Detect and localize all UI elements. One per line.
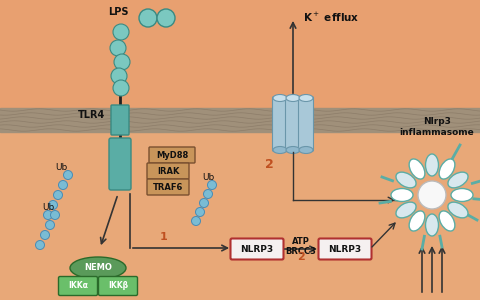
FancyBboxPatch shape: [273, 97, 288, 152]
Text: ATP: ATP: [292, 238, 310, 247]
Ellipse shape: [439, 159, 455, 179]
Text: NEMO: NEMO: [84, 263, 112, 272]
Ellipse shape: [273, 146, 287, 154]
Bar: [0, 108, 480, 132]
Ellipse shape: [273, 94, 287, 101]
FancyBboxPatch shape: [109, 138, 131, 190]
Circle shape: [44, 211, 52, 220]
Circle shape: [207, 181, 216, 190]
Text: TRAF6: TRAF6: [153, 182, 183, 191]
Circle shape: [59, 181, 68, 190]
Circle shape: [418, 181, 446, 209]
Text: NLRP3: NLRP3: [240, 244, 274, 253]
Text: LPS: LPS: [108, 7, 129, 17]
Circle shape: [63, 170, 72, 179]
Circle shape: [50, 211, 60, 220]
Ellipse shape: [409, 159, 425, 179]
Ellipse shape: [439, 211, 455, 231]
Ellipse shape: [448, 202, 468, 218]
Text: BRCC3: BRCC3: [286, 247, 316, 256]
Circle shape: [204, 190, 213, 199]
Text: 1: 1: [160, 232, 168, 242]
FancyBboxPatch shape: [147, 163, 189, 179]
FancyBboxPatch shape: [230, 238, 284, 260]
Circle shape: [139, 9, 157, 27]
Text: 2: 2: [265, 158, 274, 171]
Bar: [0, 0, 480, 108]
FancyBboxPatch shape: [98, 277, 137, 296]
Circle shape: [200, 199, 208, 208]
Circle shape: [157, 9, 175, 27]
Bar: [0, 132, 480, 300]
FancyBboxPatch shape: [286, 97, 300, 152]
FancyBboxPatch shape: [147, 179, 189, 195]
Text: Nlrp3
inflammasome: Nlrp3 inflammasome: [400, 117, 474, 137]
Circle shape: [40, 230, 49, 239]
Text: 2: 2: [297, 252, 305, 262]
Text: MyD88: MyD88: [156, 151, 188, 160]
Circle shape: [111, 68, 127, 84]
Ellipse shape: [391, 188, 413, 202]
Ellipse shape: [425, 154, 439, 176]
Circle shape: [113, 24, 129, 40]
Ellipse shape: [448, 172, 468, 188]
Circle shape: [113, 80, 129, 96]
Circle shape: [53, 190, 62, 200]
FancyBboxPatch shape: [319, 238, 372, 260]
Circle shape: [110, 40, 126, 56]
Ellipse shape: [286, 146, 300, 154]
Ellipse shape: [451, 188, 473, 202]
Circle shape: [36, 241, 45, 250]
Text: IRAK: IRAK: [157, 167, 179, 176]
Circle shape: [46, 220, 55, 230]
Ellipse shape: [299, 146, 313, 154]
Ellipse shape: [70, 257, 126, 279]
Ellipse shape: [299, 94, 313, 101]
FancyBboxPatch shape: [299, 97, 313, 152]
Ellipse shape: [396, 172, 416, 188]
Circle shape: [192, 217, 201, 226]
Text: Ub: Ub: [42, 203, 54, 212]
Ellipse shape: [425, 214, 439, 236]
Ellipse shape: [409, 211, 425, 231]
FancyBboxPatch shape: [149, 147, 195, 163]
FancyBboxPatch shape: [111, 105, 129, 135]
Text: K$^+$ efflux: K$^+$ efflux: [303, 11, 360, 24]
Circle shape: [195, 208, 204, 217]
Ellipse shape: [286, 94, 300, 101]
Ellipse shape: [396, 202, 416, 218]
Circle shape: [114, 54, 130, 70]
Text: NLRP3: NLRP3: [328, 244, 361, 253]
Text: TLR4: TLR4: [78, 110, 105, 120]
Circle shape: [48, 200, 58, 209]
Text: IKKβ: IKKβ: [108, 281, 128, 290]
Text: Ub: Ub: [202, 173, 214, 182]
Text: Ub: Ub: [55, 163, 67, 172]
Text: IKKα: IKKα: [68, 281, 88, 290]
FancyBboxPatch shape: [59, 277, 97, 296]
